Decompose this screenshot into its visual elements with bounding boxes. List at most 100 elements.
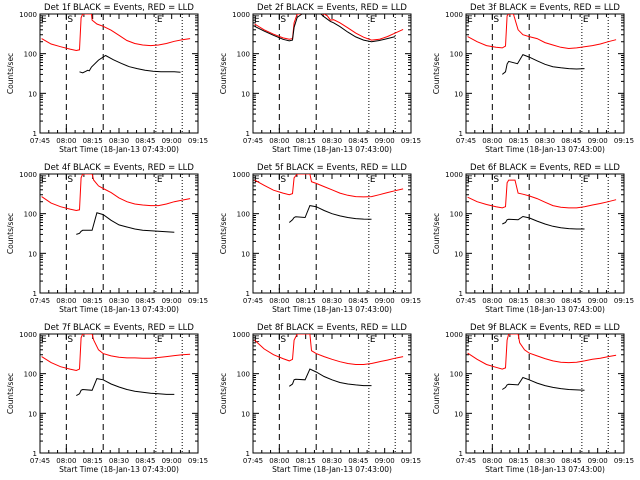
detector-panel: Det 9f BLACK = Events, RED = LLD 1 10 100 10…: [432, 323, 634, 474]
time-marker-label: E: [41, 335, 47, 345]
events-series-line: [79, 54, 181, 74]
time-marker-label: E: [157, 175, 163, 185]
events-series-line: [502, 376, 585, 391]
x-axis-label: Start Time (18-Jan-13 07:43:00): [272, 465, 392, 474]
time-marker-label: S: [493, 175, 499, 185]
x-tick-label: 08:30: [535, 457, 555, 465]
plot-frame: [252, 333, 412, 454]
panel-title: Det 1f BLACK = Events, RED = LLD: [44, 3, 194, 13]
x-tick-label: 08:15: [83, 297, 103, 305]
y-tick-label: 100: [24, 371, 37, 379]
plot-frame: [465, 173, 625, 294]
time-marker-label: E: [467, 175, 473, 185]
lld-series-line: [254, 334, 404, 365]
x-axis-label: Start Time (18-Jan-13 07:43:00): [59, 145, 179, 154]
x-tick-label: 08:30: [322, 297, 342, 305]
x-tick-label: 08:45: [348, 137, 368, 145]
y-tick-label: 100: [24, 211, 37, 219]
y-tick-label: 1: [246, 290, 250, 298]
lld-series-line: [467, 14, 617, 50]
x-tick-label: 08:30: [109, 137, 129, 145]
x-tick-label: 08:00: [56, 297, 76, 305]
detector-panel: Det 2f BLACK = Events, RED = LLD 1 10 100 10…: [219, 3, 421, 154]
plot-frame: [252, 173, 412, 294]
time-marker-label: E: [370, 335, 376, 345]
time-marker-label: S: [280, 175, 286, 185]
y-tick-label: 1: [33, 130, 37, 138]
detector-panel: Det 4f BLACK = Events, RED = LLD 1 10 100 10…: [6, 163, 208, 314]
x-tick-label: 08:45: [561, 297, 581, 305]
time-marker-label: S: [67, 15, 73, 25]
panel-title: Det 3f BLACK = Events, RED = LLD: [470, 3, 620, 13]
x-tick-label: 08:15: [296, 457, 316, 465]
y-tick-label: 1: [33, 450, 37, 458]
y-tick-label: 1: [459, 450, 463, 458]
x-tick-label: 08:00: [482, 137, 502, 145]
events-series-line: [501, 53, 585, 75]
y-tick-label: 1000: [19, 11, 37, 19]
x-axis-label: Start Time (18-Jan-13 07:43:00): [485, 145, 605, 154]
y-tick-label: 10: [241, 90, 250, 98]
y-tick-label: 1000: [232, 171, 250, 179]
x-tick-label: 09:15: [188, 457, 208, 465]
time-marker-label: S: [493, 15, 499, 25]
time-marker-label: E: [157, 335, 163, 345]
x-tick-label: 09:00: [588, 457, 608, 465]
y-tick-label: 1000: [445, 11, 463, 19]
time-marker-label: S: [280, 15, 286, 25]
y-tick-label: 1000: [19, 331, 37, 339]
y-axis-label: Counts/sec: [6, 53, 15, 94]
x-tick-label: 08:00: [56, 457, 76, 465]
time-marker-label: E: [41, 175, 47, 185]
time-marker-label: E: [254, 175, 260, 185]
panel-title: Det 6f BLACK = Events, RED = LLD: [470, 163, 620, 173]
time-marker-label: S: [67, 175, 73, 185]
y-tick-label: 1000: [232, 11, 250, 19]
plot-frame: [39, 333, 199, 454]
x-tick-label: 08:45: [135, 457, 155, 465]
x-tick-label: 08:00: [482, 297, 502, 305]
y-tick-label: 10: [28, 250, 37, 258]
x-tick-label: 09:00: [162, 297, 182, 305]
x-tick-label: 09:00: [375, 137, 395, 145]
time-marker-label: E: [467, 335, 473, 345]
panel-title: Det 7f BLACK = Events, RED = LLD: [44, 323, 194, 333]
x-tick-label: 08:45: [348, 457, 368, 465]
plot-frame: [39, 13, 199, 134]
x-tick-label: 07:45: [30, 457, 50, 465]
y-tick-label: 1: [33, 290, 37, 298]
panel-title: Det 5f BLACK = Events, RED = LLD: [257, 163, 407, 173]
y-tick-label: 1000: [232, 331, 250, 339]
lld-series-line: [41, 174, 191, 212]
events-series-line: [76, 378, 175, 397]
plot-frame: [465, 13, 625, 134]
x-tick-label: 08:00: [269, 457, 289, 465]
x-tick-label: 08:00: [56, 137, 76, 145]
x-tick-label: 09:15: [401, 457, 421, 465]
y-tick-label: 10: [454, 90, 463, 98]
y-tick-label: 1: [459, 130, 463, 138]
x-tick-label: 08:15: [509, 297, 529, 305]
plot-frame: [252, 13, 412, 134]
time-marker-label: E: [583, 335, 589, 345]
y-axis-label: Counts/sec: [432, 373, 441, 414]
panel-title: Det 2f BLACK = Events, RED = LLD: [257, 3, 407, 13]
x-tick-label: 07:45: [243, 137, 263, 145]
x-tick-label: 08:30: [535, 297, 555, 305]
x-tick-label: 07:45: [456, 137, 476, 145]
x-tick-label: 08:00: [269, 297, 289, 305]
lld-series-line: [467, 334, 617, 370]
x-tick-label: 09:00: [162, 457, 182, 465]
time-marker-label: E: [157, 15, 163, 25]
x-tick-label: 08:15: [296, 137, 316, 145]
x-tick-label: 09:15: [401, 137, 421, 145]
y-axis-label: Counts/sec: [219, 373, 228, 414]
lld-series-line: [41, 334, 191, 372]
y-tick-label: 100: [237, 51, 250, 59]
y-tick-label: 1000: [445, 171, 463, 179]
x-tick-label: 09:15: [614, 137, 634, 145]
y-axis-label: Counts/sec: [6, 213, 15, 254]
x-tick-label: 09:00: [588, 297, 608, 305]
lld-series-line: [41, 14, 191, 52]
